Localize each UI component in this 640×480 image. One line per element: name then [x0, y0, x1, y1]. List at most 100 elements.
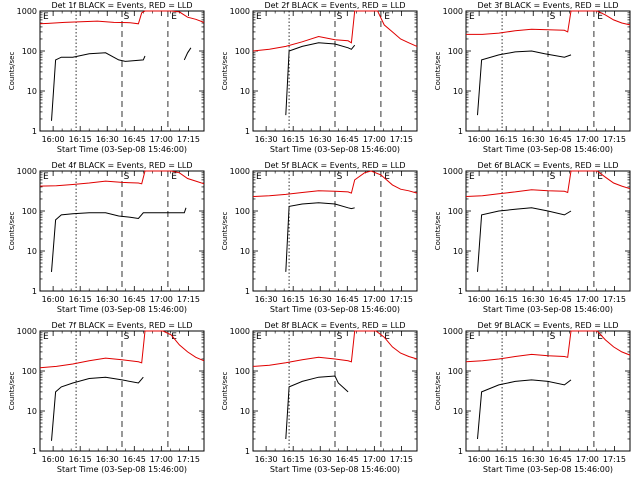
- marker-label: E: [43, 332, 49, 342]
- x-tick-label: 16:15: [282, 455, 305, 464]
- marker-label: E: [171, 332, 177, 342]
- y-tick-label: 100: [235, 207, 250, 216]
- x-tick-label: 16:45: [336, 455, 359, 464]
- marker-label: E: [256, 332, 262, 342]
- marker-label: E: [384, 172, 390, 182]
- series-lld: [252, 10, 418, 52]
- y-axis-label: Counts/sec: [221, 52, 229, 91]
- y-tick-label: 1: [32, 447, 37, 456]
- x-tick-label: 16:30: [255, 135, 278, 144]
- panel-title: Det 5f BLACK = Events, RED = LLD: [264, 161, 405, 170]
- series-events: [478, 51, 609, 115]
- x-tick-label: 16:30: [255, 295, 278, 304]
- panel-title: Det 7f BLACK = Events, RED = LLD: [51, 321, 192, 330]
- y-tick-label: 10: [453, 407, 463, 416]
- marker-label: E: [384, 12, 390, 22]
- marker-label: E: [597, 172, 603, 182]
- y-tick-label: 10: [27, 247, 37, 256]
- y-tick-label: 1000: [443, 167, 463, 176]
- x-tick-label: 16:30: [309, 135, 332, 144]
- y-axis-label: Counts/sec: [8, 52, 16, 91]
- y-tick-label: 1: [245, 447, 250, 456]
- y-tick-label: 10: [27, 87, 37, 96]
- series-events: [51, 207, 187, 272]
- x-tick-label: 16:30: [522, 455, 545, 464]
- marker-label: S: [337, 12, 343, 22]
- x-tick-label: 16:15: [495, 295, 518, 304]
- marker-label: S: [550, 332, 556, 342]
- y-tick-label: 10: [240, 87, 250, 96]
- x-tick-label: 17:15: [177, 295, 200, 304]
- x-tick-label: 17:00: [150, 135, 173, 144]
- x-tick-label: 16:45: [549, 295, 572, 304]
- x-tick-label: 16:30: [522, 135, 545, 144]
- x-tick-label: 16:30: [522, 295, 545, 304]
- x-axis-label: Start Time (03-Sep-08 15:46:00): [483, 465, 613, 474]
- marker-label: S: [550, 172, 556, 182]
- x-tick-label: 16:00: [42, 135, 65, 144]
- series-lld: [252, 330, 418, 367]
- series-lld: [466, 10, 631, 35]
- panel-9: Det 9f BLACK = Events, RED = LLD 1 10 100 10…: [434, 321, 631, 474]
- y-tick-label: 100: [22, 47, 37, 56]
- x-tick-label: 17:00: [576, 455, 599, 464]
- x-tick-label: 17:00: [576, 135, 599, 144]
- panel-2: Det 2f BLACK = Events, RED = LLD 1 10 100 10…: [221, 1, 418, 154]
- panel-5: Det 5f BLACK = Events, RED = LLD 1 10 100 10…: [221, 161, 418, 314]
- x-tick-label: 16:30: [96, 135, 119, 144]
- marker-label: S: [124, 172, 130, 182]
- y-tick-label: 1: [245, 287, 250, 296]
- series-lld: [39, 170, 205, 187]
- x-tick-label: 17:00: [150, 295, 173, 304]
- marker-label: E: [256, 12, 262, 22]
- marker-label: E: [384, 332, 390, 342]
- y-axis-label: Counts/sec: [221, 372, 229, 411]
- y-tick-label: 1000: [17, 7, 37, 16]
- marker-label: E: [171, 172, 177, 182]
- y-tick-label: 100: [235, 367, 250, 376]
- y-axis-label: Counts/sec: [221, 212, 229, 251]
- series-lld: [465, 170, 631, 197]
- panel-title: Det 1f BLACK = Events, RED = LLD: [51, 1, 192, 10]
- marker-label: E: [43, 172, 49, 182]
- x-tick-label: 16:45: [549, 135, 572, 144]
- x-tick-label: 16:00: [42, 455, 65, 464]
- x-tick-label: 17:15: [390, 295, 413, 304]
- x-tick-label: 16:15: [69, 135, 92, 144]
- panel-3: Det 3f BLACK = Events, RED = LLD 1 10 100 10…: [434, 1, 631, 154]
- x-tick-label: 16:30: [255, 455, 278, 464]
- x-tick-label: 16:30: [96, 295, 119, 304]
- x-tick-label: 16:30: [96, 455, 119, 464]
- series-events: [286, 376, 396, 439]
- panel-4: Det 4f BLACK = Events, RED = LLD 1 10 100 10…: [8, 161, 205, 314]
- x-axis-label: Start Time (03-Sep-08 15:46:00): [270, 465, 400, 474]
- series-events: [286, 203, 396, 272]
- y-tick-label: 10: [240, 247, 250, 256]
- y-tick-label: 10: [453, 247, 463, 256]
- x-tick-label: 16:45: [336, 295, 359, 304]
- y-tick-label: 100: [22, 367, 37, 376]
- y-tick-label: 1: [458, 447, 463, 456]
- panel-title: Det 3f BLACK = Events, RED = LLD: [477, 1, 618, 10]
- x-tick-label: 16:15: [69, 295, 92, 304]
- y-tick-label: 100: [235, 47, 250, 56]
- y-tick-label: 1: [32, 127, 37, 136]
- x-tick-label: 16:45: [123, 295, 146, 304]
- x-tick-label: 16:30: [309, 295, 332, 304]
- y-axis-label: Counts/sec: [434, 372, 442, 411]
- x-tick-label: 17:00: [150, 455, 173, 464]
- x-tick-label: 16:15: [495, 135, 518, 144]
- series-events: [478, 380, 609, 439]
- y-tick-label: 1: [458, 127, 463, 136]
- y-tick-label: 10: [240, 407, 250, 416]
- panel-title: Det 6f BLACK = Events, RED = LLD: [477, 161, 618, 170]
- panel-title: Det 4f BLACK = Events, RED = LLD: [51, 161, 192, 170]
- y-axis-label: Counts/sec: [8, 372, 16, 411]
- panel-7: Det 7f BLACK = Events, RED = LLD 1 10 100 10…: [8, 321, 205, 474]
- series-lld: [39, 10, 205, 25]
- x-tick-label: 16:15: [282, 135, 305, 144]
- x-axis-label: Start Time (03-Sep-08 15:46:00): [483, 305, 613, 314]
- series-lld: [39, 330, 205, 369]
- marker-label: S: [124, 332, 130, 342]
